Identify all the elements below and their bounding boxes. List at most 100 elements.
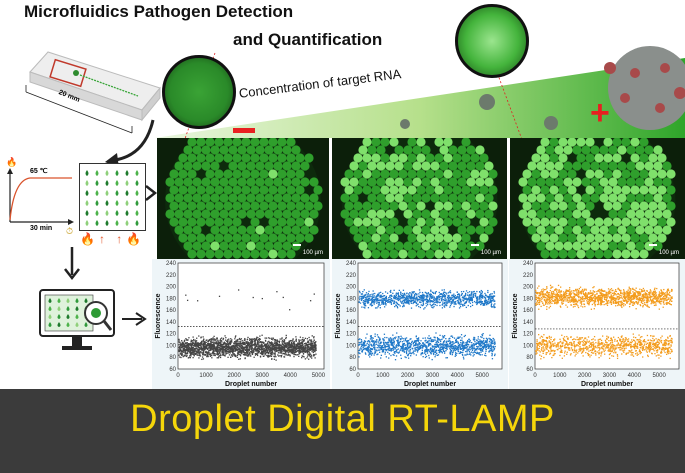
data-point [454, 355, 456, 357]
data-point [461, 342, 464, 344]
data-point [313, 342, 315, 345]
data-point [492, 297, 494, 299]
data-point [447, 346, 449, 348]
data-point [183, 345, 185, 348]
data-point [263, 350, 265, 352]
data-point [459, 352, 461, 354]
data-point [182, 344, 185, 346]
data-point [240, 347, 242, 349]
data-point [241, 345, 244, 348]
micrograph-high: 100 µm [510, 138, 685, 259]
data-point [477, 346, 480, 348]
data-point [233, 346, 236, 349]
data-point [225, 352, 227, 354]
x-tick-label: 3000 [426, 373, 440, 379]
data-point [306, 338, 309, 340]
data-point [469, 296, 471, 299]
data-point [215, 340, 217, 342]
droplet [300, 209, 310, 219]
droplet [282, 177, 292, 187]
data-point [185, 342, 188, 344]
data-point [428, 337, 430, 340]
droplet [657, 185, 667, 195]
data-point [475, 343, 477, 346]
droplet [282, 161, 292, 171]
data-point [186, 352, 189, 355]
data-point [256, 354, 259, 357]
data-point [423, 294, 425, 296]
droplet [461, 153, 471, 163]
data-point [402, 300, 404, 302]
droplet [461, 185, 471, 195]
data-point [460, 334, 463, 336]
data-point [486, 301, 488, 303]
data-point [227, 352, 229, 354]
data-point [393, 343, 395, 345]
data-point [264, 349, 266, 352]
data-point [422, 293, 424, 296]
temperature-label: 65 ℃ [30, 168, 48, 175]
data-point [458, 296, 460, 298]
data-point [360, 299, 363, 302]
y-tick-label: 60 [349, 367, 356, 373]
data-point [388, 339, 390, 342]
droplet [268, 217, 278, 227]
data-point [369, 351, 371, 354]
data-point [395, 296, 398, 298]
data-point [242, 351, 244, 353]
data-point [412, 301, 415, 304]
data-point [195, 346, 197, 348]
data-point [256, 341, 259, 344]
x-tick-label: 1000 [376, 373, 390, 379]
data-point [221, 352, 223, 354]
data-point [363, 304, 366, 306]
data-point [363, 306, 365, 309]
data-point [417, 343, 420, 345]
data-point [197, 343, 199, 345]
data-point [460, 291, 463, 293]
droplet [246, 177, 256, 187]
droplet-icon [95, 220, 99, 226]
data-point [310, 354, 312, 356]
data-point [271, 351, 274, 353]
data-point [437, 344, 439, 347]
data-point [264, 343, 266, 345]
droplet [466, 225, 476, 235]
data-point [380, 341, 382, 343]
data-point [254, 341, 256, 343]
data-point [392, 292, 394, 294]
droplet [626, 193, 636, 203]
data-point [488, 341, 491, 343]
data-point [428, 340, 430, 342]
droplet [219, 177, 229, 187]
data-point [281, 344, 284, 346]
data-point [406, 292, 408, 295]
data-point [271, 343, 273, 345]
data-point [370, 343, 372, 346]
droplet [416, 201, 426, 211]
droplet [295, 217, 305, 227]
data-point [443, 299, 445, 301]
data-point [258, 337, 261, 340]
data-point [371, 352, 374, 354]
data-point [221, 346, 224, 348]
data-point [207, 355, 209, 358]
data-point [298, 343, 300, 345]
data-point [447, 294, 449, 297]
droplet [241, 169, 251, 179]
data-point [246, 349, 249, 352]
droplet [282, 225, 292, 235]
data-point [313, 347, 316, 349]
data-point [383, 306, 386, 308]
data-point [206, 339, 208, 341]
data-point [274, 353, 276, 355]
data-point [290, 350, 292, 353]
data-point [457, 346, 459, 348]
droplet [192, 209, 202, 219]
time-label: 30 min [30, 225, 53, 232]
data-point [243, 346, 245, 349]
data-point [239, 347, 241, 349]
data-point [489, 334, 491, 336]
data-point [210, 344, 212, 347]
